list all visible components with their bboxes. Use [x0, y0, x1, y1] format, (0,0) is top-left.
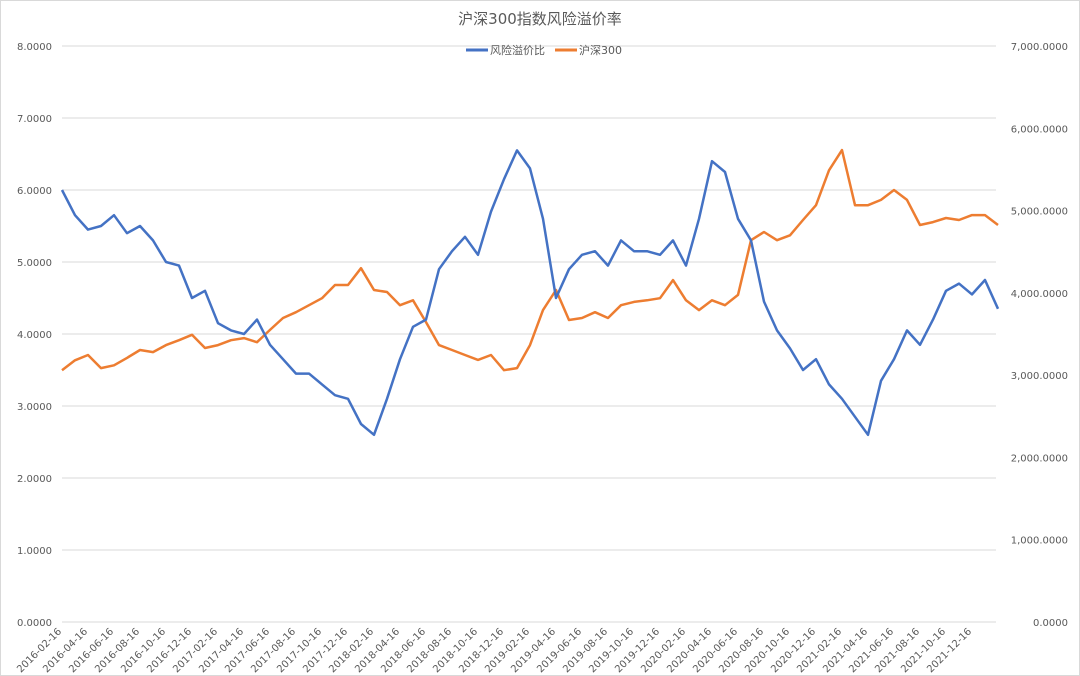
left-tick-label: 7.0000 [17, 114, 52, 125]
left-tick-label: 0.0000 [17, 618, 52, 629]
right-tick-label: 0.0000 [1033, 618, 1068, 629]
left-tick-label: 4.0000 [17, 330, 52, 341]
right-tick-label: 1,000.0000 [1011, 536, 1068, 547]
right-tick-label: 7,000.0000 [1011, 42, 1068, 53]
left-tick-label: 6.0000 [17, 186, 52, 197]
gridlines [62, 45, 996, 623]
series-line-csi300 [61, 148, 999, 372]
series-line-risk-premium [60, 149, 1000, 437]
right-axis-labels: 0.0000 1,000.0000 2,000.0000 3,000.0000 4,00… [1011, 42, 1068, 629]
left-tick-label: 1.0000 [17, 546, 52, 557]
left-axis-labels: 0.0000 1.0000 2.0000 3.0000 4.0000 5.0000 6.00… [17, 42, 52, 629]
left-tick-label: 2.0000 [17, 474, 52, 485]
legend: 风险溢价比 沪深300 [466, 43, 622, 57]
right-tick-label: 4,000.0000 [1011, 289, 1068, 300]
legend-label-csi300: 沪深300 [579, 43, 622, 57]
series-lines [60, 148, 1000, 437]
right-tick-label: 5,000.0000 [1011, 207, 1068, 218]
right-tick-label: 2,000.0000 [1011, 453, 1068, 464]
x-axis-labels: 2016-02-162016-04-162016-06-162016-08-16… [15, 626, 974, 675]
left-tick-label: 8.0000 [17, 42, 52, 53]
left-tick-label: 5.0000 [17, 258, 52, 269]
left-tick-label: 3.0000 [17, 402, 52, 413]
legend-label-risk-premium: 风险溢价比 [490, 43, 545, 57]
chart-title: 沪深300指数风险溢价率 [458, 10, 622, 28]
right-tick-label: 6,000.0000 [1011, 124, 1068, 135]
right-tick-label: 3,000.0000 [1011, 371, 1068, 382]
